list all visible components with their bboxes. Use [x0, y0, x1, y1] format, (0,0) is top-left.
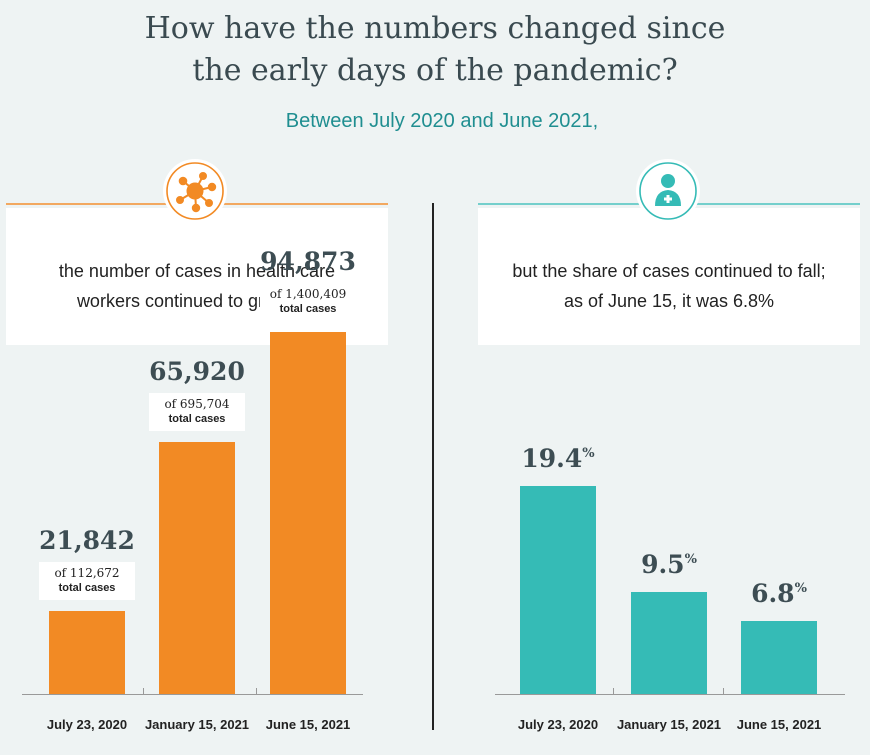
share-bar-july-2020	[520, 486, 596, 694]
left-tick	[256, 688, 257, 694]
totals-box-june-2021: of 1,400,409 total cases	[260, 283, 356, 321]
share-bar-june-2021	[741, 621, 817, 694]
chart-subtitle: Between July 2020 and June 2021,	[285, 110, 599, 132]
totals-line: of 695,704	[164, 397, 230, 411]
share-category-july-2020: July 23, 2020	[517, 717, 599, 732]
right-card-line-1: but the share of cases continued to fall…	[512, 261, 826, 281]
value-label-january-2021: 65,920	[149, 357, 245, 386]
totals-box-july-2020: of 112,672 total cases	[39, 562, 135, 600]
category-label-january-2021: January 15, 2021	[144, 717, 250, 732]
left-card: the number of cases in health care worke…	[6, 208, 388, 345]
right-baseline	[495, 694, 845, 695]
share-label-july-2020: 19.4%	[498, 444, 618, 473]
totals-suffix: total cases	[58, 582, 116, 594]
virus-icon	[166, 162, 224, 220]
right-card: but the share of cases continued to fall…	[478, 208, 860, 345]
value-label-july-2020: 21,842	[39, 526, 135, 555]
title-line-2: the early days of the pandemic?	[192, 53, 678, 88]
health-worker-icon	[639, 162, 697, 220]
title-line-1: How have the numbers changed since	[144, 11, 726, 46]
share-label-january-2021: 9.5%	[609, 550, 729, 579]
percent-sign: %	[794, 581, 807, 596]
right-card-line-2: as of June 15, it was 6.8%	[563, 291, 775, 311]
totals-suffix: total cases	[168, 413, 226, 425]
totals-box-january-2021: of 695,704 total cases	[149, 393, 245, 431]
left-card-text: the number of cases in health care worke…	[6, 256, 388, 316]
value-label-june-2021: 94,873	[260, 247, 356, 276]
share-value: 9.5	[641, 550, 685, 579]
totals-suffix: total cases	[279, 303, 337, 315]
left-tick	[143, 688, 144, 694]
share-value: 19.4	[521, 444, 583, 473]
right-tick	[723, 688, 724, 694]
bar-january-2021	[159, 442, 235, 694]
share-category-january-2021: January 15, 2021	[616, 717, 722, 732]
left-baseline	[22, 694, 363, 695]
totals-line: of 112,672	[54, 566, 120, 580]
bar-july-2020	[49, 611, 125, 694]
share-value: 6.8	[751, 579, 795, 608]
percent-sign: %	[684, 552, 697, 567]
category-label-july-2020: July 23, 2020	[46, 717, 128, 732]
category-label-june-2021: June 15, 2021	[265, 717, 351, 732]
left-card-line-1: the number of cases in health care	[58, 261, 336, 281]
right-card-text: but the share of cases continued to fall…	[478, 256, 860, 316]
share-bar-january-2021	[631, 592, 707, 694]
bar-june-2021	[270, 332, 346, 694]
percent-sign: %	[582, 446, 595, 461]
share-category-june-2021: June 15, 2021	[736, 717, 822, 732]
chart-title: How have the numbers changed since the e…	[0, 8, 870, 92]
totals-line: of 1,400,409	[269, 287, 347, 301]
right-icon-wrap	[636, 159, 700, 223]
share-label-june-2021: 6.8%	[719, 579, 839, 608]
panel-divider	[432, 203, 434, 730]
right-tick	[613, 688, 614, 694]
left-icon-wrap	[163, 159, 227, 223]
left-card-line-2: workers continued to grow . . .	[76, 291, 318, 311]
